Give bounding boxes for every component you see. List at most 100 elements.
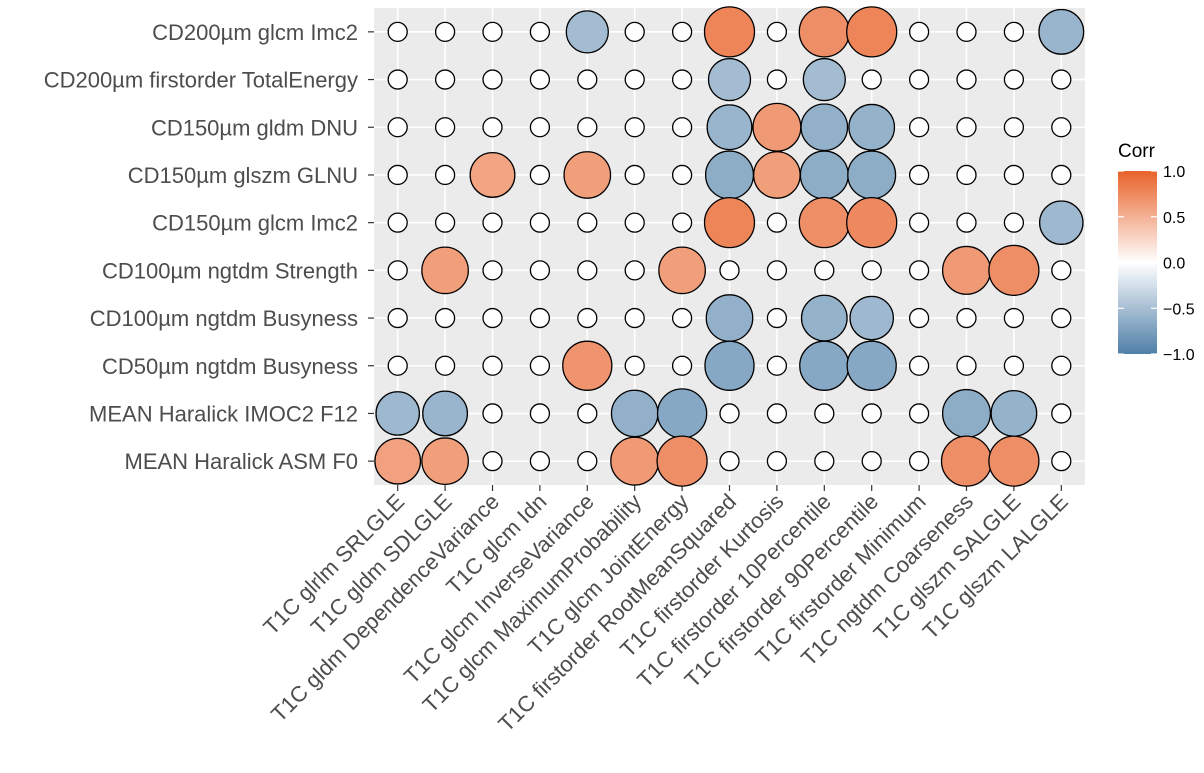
corr-bubble [956,355,977,376]
corr-bubble [752,102,802,152]
corr-bubble [908,450,930,472]
corr-bubble [707,57,752,102]
corr-bubble [624,164,645,186]
legend-colorbar [1118,171,1157,354]
y-tick-label: CD150µm gldm DNU [151,115,358,140]
corr-bubble [529,212,551,233]
corr-bubble [387,212,408,233]
corr-bubble [421,437,469,486]
corr-bubble [624,212,645,233]
corr-bubble [529,260,551,281]
corr-bubble [387,164,408,186]
corr-bubble [1003,21,1025,43]
y-tick-label: CD50µm ngtdm Busyness [102,354,358,379]
corr-bubble [387,355,408,376]
corr-bubble [956,69,977,90]
corr-bubble [956,212,977,233]
y-tick-label: MEAN Haralick IMOC2 F12 [89,401,358,426]
corr-bubble [1051,307,1072,329]
corr-bubble [766,21,788,43]
corr-bubble [1051,355,1072,376]
corr-bubble [1038,200,1084,245]
legend-ticks: 1.0 0.5 0.0 −0.5 −1.0 [1118,164,1195,364]
corr-bubble [846,196,898,249]
corr-bubble [1051,164,1072,186]
corr-bubble [1003,69,1025,90]
corr-bubble [766,450,788,472]
corr-bubble [563,151,612,199]
corr-bubble [800,103,849,152]
corr-bubble [798,6,850,58]
corr-bubble [799,150,849,200]
corr-bubble [624,260,645,281]
y-tick-label: CD200µm firstorder TotalEnergy [44,68,358,93]
corr-bubble [941,245,992,295]
corr-bubble [719,403,740,424]
x-axis-ticks [397,485,1062,491]
corr-bubble [387,117,408,138]
corr-bubble [705,294,754,342]
corr-bubble [908,260,930,281]
y-axis-labels: CD200µm glcm Imc2 CD200µm firstorder Tota… [44,20,358,474]
legend-title: Corr [1118,141,1156,162]
corr-bubble [940,435,993,487]
corr-bubble [529,403,551,424]
corr-bubble [1051,260,1072,281]
corr-bubble [671,21,693,43]
corr-bubble [908,212,930,233]
corr-bubble [422,390,469,437]
corr-bubble [671,117,693,138]
corr-bubble [1038,8,1085,55]
corr-bubble [624,307,645,329]
corr-bubble [847,150,897,200]
corr-bubble [956,21,977,43]
corr-bubble [529,355,551,376]
bubbles [374,6,1085,487]
corr-bubble [990,390,1038,437]
corr-bubble [1051,450,1072,472]
corr-bubble [798,196,850,249]
corr-bubble [434,117,456,138]
corr-bubble [387,307,408,329]
corr-bubble [375,391,421,436]
corr-bubble [577,307,598,329]
corr-bubble [861,260,882,281]
corr-bubble [624,69,645,90]
legend-tick-label: 0.5 [1163,210,1185,227]
corr-bubble [482,307,503,329]
corr-bubble [529,117,551,138]
corr-bubble [671,164,693,186]
corr-bubble [387,260,408,281]
corr-bubble [529,21,551,43]
corr-bubble [482,355,503,376]
y-axis-ticks [368,31,374,462]
corr-bubble [814,260,835,281]
corr-bubble [1003,117,1025,138]
corr-bubble [703,196,756,249]
corr-bubble [577,403,598,424]
corr-bubble [908,117,930,138]
corr-bubble [529,307,551,329]
corr-bubble [814,450,835,472]
corr-bubble [704,150,755,200]
corr-bubble [766,260,788,281]
y-tick-label: CD100µm ngtdm Busyness [90,306,358,331]
corr-bubble [482,260,503,281]
y-tick-label: CD150µm glcm Imc2 [152,211,358,236]
corr-bubble [849,295,895,341]
corr-bubble [671,355,693,376]
corr-bubble [848,103,896,151]
corr-bubble [577,212,598,233]
corr-bubble [908,21,930,43]
corr-bubble [766,307,788,329]
corr-bubble [941,388,992,438]
corr-bubble [908,307,930,329]
corr-bubble [671,212,693,233]
corr-bubble [766,355,788,376]
corr-bubble [482,117,503,138]
corr-bubble [1051,117,1072,138]
corr-bubble [908,164,930,186]
corr-bubble [671,69,693,90]
